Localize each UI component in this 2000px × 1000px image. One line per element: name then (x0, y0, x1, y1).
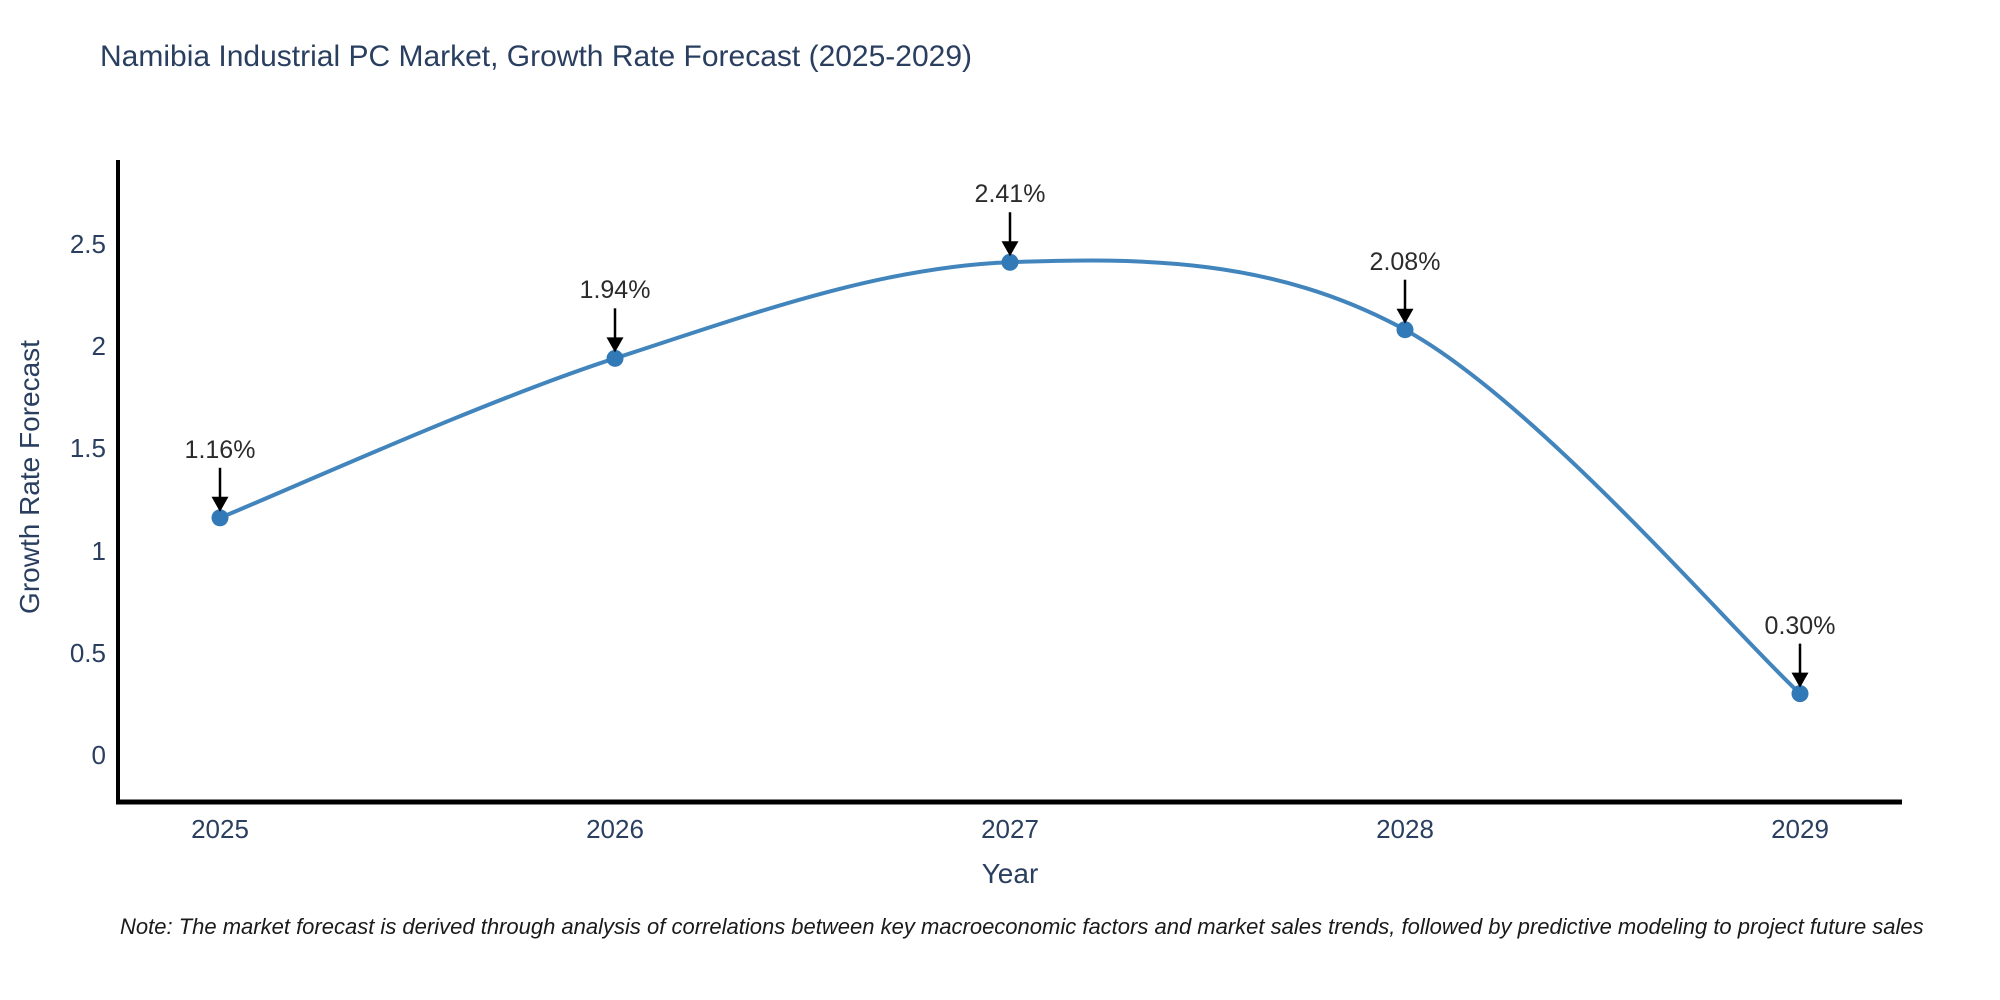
y-tick-label: 1 (91, 535, 106, 566)
point-value-label: 0.30% (1764, 611, 1836, 640)
y-tick-label: 0.5 (69, 637, 106, 668)
y-tick-label: 2.5 (69, 228, 106, 259)
y-tick-label: 1.5 (69, 433, 106, 464)
data-point-marker[interactable] (1001, 253, 1019, 271)
data-point-marker[interactable] (606, 349, 624, 367)
point-value-label: 2.41% (974, 180, 1046, 209)
chart-title: Namibia Industrial PC Market, Growth Rat… (100, 40, 973, 73)
data-point-marker[interactable] (211, 509, 229, 527)
y-axis-title: Growth Rate Forecast (14, 340, 45, 614)
annotation-arrowhead (1396, 308, 1414, 324)
x-tick-label: 2026 (586, 814, 644, 844)
footnote: Note: The market forecast is derived thr… (120, 914, 1924, 939)
annotation-arrowhead (1001, 241, 1019, 257)
annotation-arrowhead (211, 496, 229, 512)
x-tick-label: 2027 (981, 814, 1039, 844)
annotation-arrowhead (1791, 672, 1809, 688)
point-value-label: 1.94% (579, 276, 651, 305)
point-value-label: 1.16% (184, 435, 256, 464)
x-tick-label: 2029 (1771, 814, 1829, 844)
y-tick-label: 0 (91, 739, 106, 770)
point-value-label: 2.08% (1369, 247, 1441, 276)
x-tick-label: 2025 (191, 814, 249, 844)
x-axis-title: Year (981, 858, 1039, 889)
data-point-marker[interactable] (1791, 685, 1809, 703)
series-line (218, 258, 1802, 696)
annotation-arrowhead (606, 337, 624, 353)
x-tick-label: 2028 (1376, 814, 1434, 844)
data-point-marker[interactable] (1396, 321, 1414, 339)
y-tick-label: 2 (91, 331, 106, 362)
